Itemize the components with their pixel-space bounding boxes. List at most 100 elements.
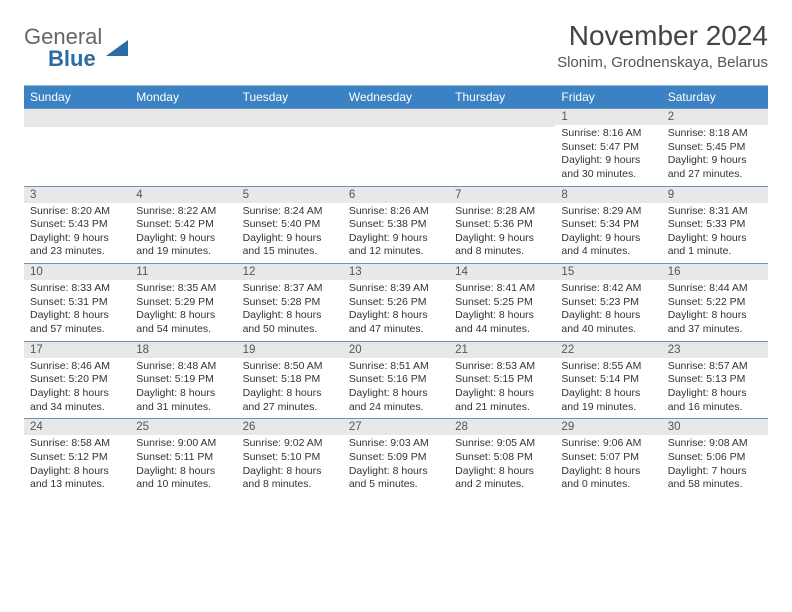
day-cell <box>449 109 555 186</box>
calendar-page: General Blue November 2024 Slonim, Grodn… <box>0 0 792 516</box>
sunrise-text: Sunrise: 9:08 AM <box>668 437 762 451</box>
day-number: 12 <box>237 264 343 280</box>
sunrise-text: Sunrise: 9:03 AM <box>349 437 443 451</box>
sunset-text: Sunset: 5:19 PM <box>136 373 230 387</box>
sunrise-text: Sunrise: 8:16 AM <box>561 127 655 141</box>
day-content: Sunrise: 9:05 AMSunset: 5:08 PMDaylight:… <box>449 435 555 496</box>
sunrise-text: Sunrise: 8:55 AM <box>561 360 655 374</box>
sunrise-text: Sunrise: 8:33 AM <box>30 282 124 296</box>
weeks-container: 1Sunrise: 8:16 AMSunset: 5:47 PMDaylight… <box>24 108 768 496</box>
day-cell: 11Sunrise: 8:35 AMSunset: 5:29 PMDayligh… <box>130 264 236 341</box>
sunset-text: Sunset: 5:42 PM <box>136 218 230 232</box>
sunrise-text: Sunrise: 8:48 AM <box>136 360 230 374</box>
daylight-text: Daylight: 8 hours and 31 minutes. <box>136 387 230 414</box>
day-cell: 12Sunrise: 8:37 AMSunset: 5:28 PMDayligh… <box>237 264 343 341</box>
daylight-text: Daylight: 8 hours and 13 minutes. <box>30 465 124 492</box>
day-cell: 18Sunrise: 8:48 AMSunset: 5:19 PMDayligh… <box>130 342 236 419</box>
day-content: Sunrise: 8:50 AMSunset: 5:18 PMDaylight:… <box>237 358 343 419</box>
weekday-header-row: Sunday Monday Tuesday Wednesday Thursday… <box>24 86 768 108</box>
sunset-text: Sunset: 5:18 PM <box>243 373 337 387</box>
day-content: Sunrise: 8:26 AMSunset: 5:38 PMDaylight:… <box>343 203 449 264</box>
weekday-cell: Monday <box>130 86 236 108</box>
daylight-text: Daylight: 8 hours and 54 minutes. <box>136 309 230 336</box>
week-row: 17Sunrise: 8:46 AMSunset: 5:20 PMDayligh… <box>24 341 768 419</box>
day-number: 7 <box>449 187 555 203</box>
day-number: 21 <box>449 342 555 358</box>
day-cell: 23Sunrise: 8:57 AMSunset: 5:13 PMDayligh… <box>662 342 768 419</box>
sunrise-text: Sunrise: 8:22 AM <box>136 205 230 219</box>
day-number: 15 <box>555 264 661 280</box>
day-number: 18 <box>130 342 236 358</box>
daylight-text: Daylight: 8 hours and 44 minutes. <box>455 309 549 336</box>
sunset-text: Sunset: 5:38 PM <box>349 218 443 232</box>
sunrise-text: Sunrise: 8:18 AM <box>668 127 762 141</box>
day-content: Sunrise: 9:02 AMSunset: 5:10 PMDaylight:… <box>237 435 343 496</box>
day-number: 26 <box>237 419 343 435</box>
sunrise-text: Sunrise: 8:58 AM <box>30 437 124 451</box>
day-number: 3 <box>24 187 130 203</box>
sunrise-text: Sunrise: 8:42 AM <box>561 282 655 296</box>
daylight-text: Daylight: 9 hours and 4 minutes. <box>561 232 655 259</box>
sunset-text: Sunset: 5:26 PM <box>349 296 443 310</box>
day-cell: 10Sunrise: 8:33 AMSunset: 5:31 PMDayligh… <box>24 264 130 341</box>
sunrise-text: Sunrise: 8:53 AM <box>455 360 549 374</box>
day-number: 22 <box>555 342 661 358</box>
day-cell: 6Sunrise: 8:26 AMSunset: 5:38 PMDaylight… <box>343 187 449 264</box>
day-cell: 15Sunrise: 8:42 AMSunset: 5:23 PMDayligh… <box>555 264 661 341</box>
sunrise-text: Sunrise: 8:50 AM <box>243 360 337 374</box>
day-number: 8 <box>555 187 661 203</box>
day-content: Sunrise: 8:35 AMSunset: 5:29 PMDaylight:… <box>130 280 236 341</box>
day-number: 2 <box>662 109 768 125</box>
daylight-text: Daylight: 8 hours and 57 minutes. <box>30 309 124 336</box>
day-cell: 14Sunrise: 8:41 AMSunset: 5:25 PMDayligh… <box>449 264 555 341</box>
sunset-text: Sunset: 5:29 PM <box>136 296 230 310</box>
logo-general: General <box>24 26 102 48</box>
month-title: November 2024 <box>557 20 768 52</box>
calendar-grid: Sunday Monday Tuesday Wednesday Thursday… <box>24 85 768 496</box>
sunset-text: Sunset: 5:45 PM <box>668 141 762 155</box>
day-content: Sunrise: 9:03 AMSunset: 5:09 PMDaylight:… <box>343 435 449 496</box>
sunset-text: Sunset: 5:33 PM <box>668 218 762 232</box>
day-number: 10 <box>24 264 130 280</box>
daylight-text: Daylight: 8 hours and 21 minutes. <box>455 387 549 414</box>
sunrise-text: Sunrise: 9:02 AM <box>243 437 337 451</box>
sunrise-text: Sunrise: 9:06 AM <box>561 437 655 451</box>
day-number: 6 <box>343 187 449 203</box>
day-number: 13 <box>343 264 449 280</box>
day-content: Sunrise: 8:24 AMSunset: 5:40 PMDaylight:… <box>237 203 343 264</box>
day-content: Sunrise: 8:57 AMSunset: 5:13 PMDaylight:… <box>662 358 768 419</box>
day-number: 20 <box>343 342 449 358</box>
sunrise-text: Sunrise: 8:26 AM <box>349 205 443 219</box>
day-content: Sunrise: 8:16 AMSunset: 5:47 PMDaylight:… <box>555 125 661 186</box>
day-content: Sunrise: 8:55 AMSunset: 5:14 PMDaylight:… <box>555 358 661 419</box>
day-content: Sunrise: 8:37 AMSunset: 5:28 PMDaylight:… <box>237 280 343 341</box>
sunset-text: Sunset: 5:40 PM <box>243 218 337 232</box>
day-number: 9 <box>662 187 768 203</box>
day-number: 4 <box>130 187 236 203</box>
day-content: Sunrise: 9:00 AMSunset: 5:11 PMDaylight:… <box>130 435 236 496</box>
day-content: Sunrise: 9:08 AMSunset: 5:06 PMDaylight:… <box>662 435 768 496</box>
day-number: 23 <box>662 342 768 358</box>
day-cell: 7Sunrise: 8:28 AMSunset: 5:36 PMDaylight… <box>449 187 555 264</box>
day-cell: 30Sunrise: 9:08 AMSunset: 5:06 PMDayligh… <box>662 419 768 496</box>
sunrise-text: Sunrise: 8:37 AM <box>243 282 337 296</box>
day-number: 25 <box>130 419 236 435</box>
daylight-text: Daylight: 9 hours and 23 minutes. <box>30 232 124 259</box>
sunset-text: Sunset: 5:22 PM <box>668 296 762 310</box>
day-number: 14 <box>449 264 555 280</box>
sunrise-text: Sunrise: 8:29 AM <box>561 205 655 219</box>
logo: General Blue <box>24 20 132 70</box>
day-cell: 29Sunrise: 9:06 AMSunset: 5:07 PMDayligh… <box>555 419 661 496</box>
day-cell <box>237 109 343 186</box>
day-cell <box>343 109 449 186</box>
sunrise-text: Sunrise: 8:46 AM <box>30 360 124 374</box>
day-content: Sunrise: 8:48 AMSunset: 5:19 PMDaylight:… <box>130 358 236 419</box>
week-row: 24Sunrise: 8:58 AMSunset: 5:12 PMDayligh… <box>24 418 768 496</box>
sunrise-text: Sunrise: 9:00 AM <box>136 437 230 451</box>
sunset-text: Sunset: 5:09 PM <box>349 451 443 465</box>
sunrise-text: Sunrise: 8:57 AM <box>668 360 762 374</box>
weekday-cell: Tuesday <box>237 86 343 108</box>
sunset-text: Sunset: 5:10 PM <box>243 451 337 465</box>
day-content: Sunrise: 8:28 AMSunset: 5:36 PMDaylight:… <box>449 203 555 264</box>
title-block: November 2024 Slonim, Grodnenskaya, Bela… <box>557 20 768 71</box>
